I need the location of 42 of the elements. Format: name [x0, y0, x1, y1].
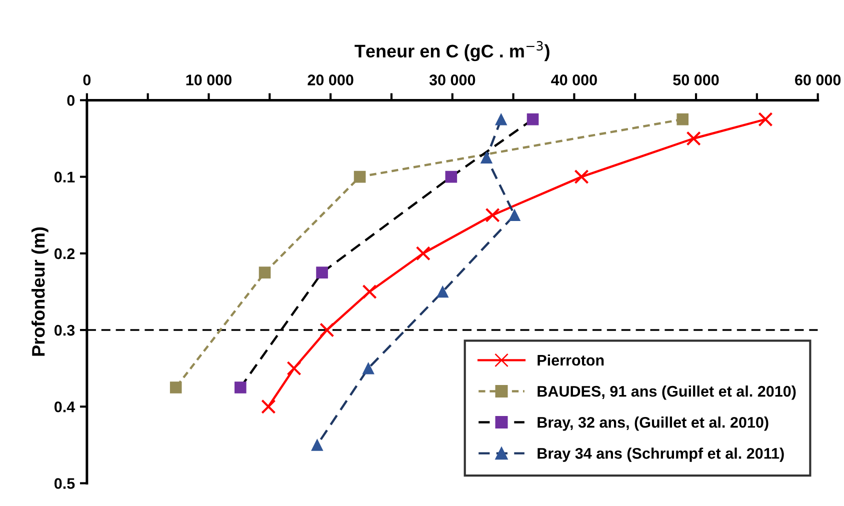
point [445, 170, 458, 183]
point [362, 362, 374, 374]
point [526, 113, 539, 126]
point [758, 112, 773, 127]
point [676, 113, 689, 126]
x-tick-label: 30 000 [429, 74, 476, 86]
point [234, 382, 246, 394]
x-tick-label: 20 000 [308, 74, 354, 86]
y-tick-label: 0 [67, 95, 74, 106]
legend-label: BAUDES, 91 ans (Guillet et al. 2010) [538, 386, 796, 400]
y-tick-label: 0.3 [54, 324, 75, 336]
x-tick-label: 60 000 [795, 74, 841, 86]
y-tick-label: 0.2 [54, 248, 75, 260]
x-tick-label: 40 000 [551, 74, 597, 86]
y-tick-label: 0.4 [54, 401, 76, 412]
point [258, 266, 271, 278]
point [170, 382, 182, 394]
x-tick-label: 0 [83, 74, 91, 86]
point [354, 170, 366, 183]
y-axis-title: Profondeur (m) [32, 227, 48, 356]
point [416, 246, 430, 261]
legend-label: Bray 34 ans (Schrumpf et al. 2011) [538, 448, 784, 462]
point [436, 286, 449, 298]
point [480, 152, 492, 164]
x-tick-label: 10 000 [186, 74, 232, 86]
point [495, 113, 508, 126]
point [311, 439, 324, 451]
legend-label: Pierroton [538, 354, 604, 366]
y-tick-label: 0.1 [54, 172, 75, 182]
point [574, 170, 589, 184]
legend-label: Bray, 32 ans, (Guillet et al. 2010) [538, 416, 768, 431]
x-tick-label: 50 000 [673, 74, 719, 86]
point [686, 131, 701, 146]
x-axis-title: Teneur en C (gC . m$^{−3}$) [354, 41, 550, 62]
point [316, 266, 328, 278]
point [362, 284, 377, 300]
point [485, 208, 500, 222]
point [286, 361, 302, 376]
point [508, 209, 520, 222]
y-tick-label: 0.5 [54, 478, 75, 489]
point [261, 399, 276, 414]
point [320, 322, 334, 338]
